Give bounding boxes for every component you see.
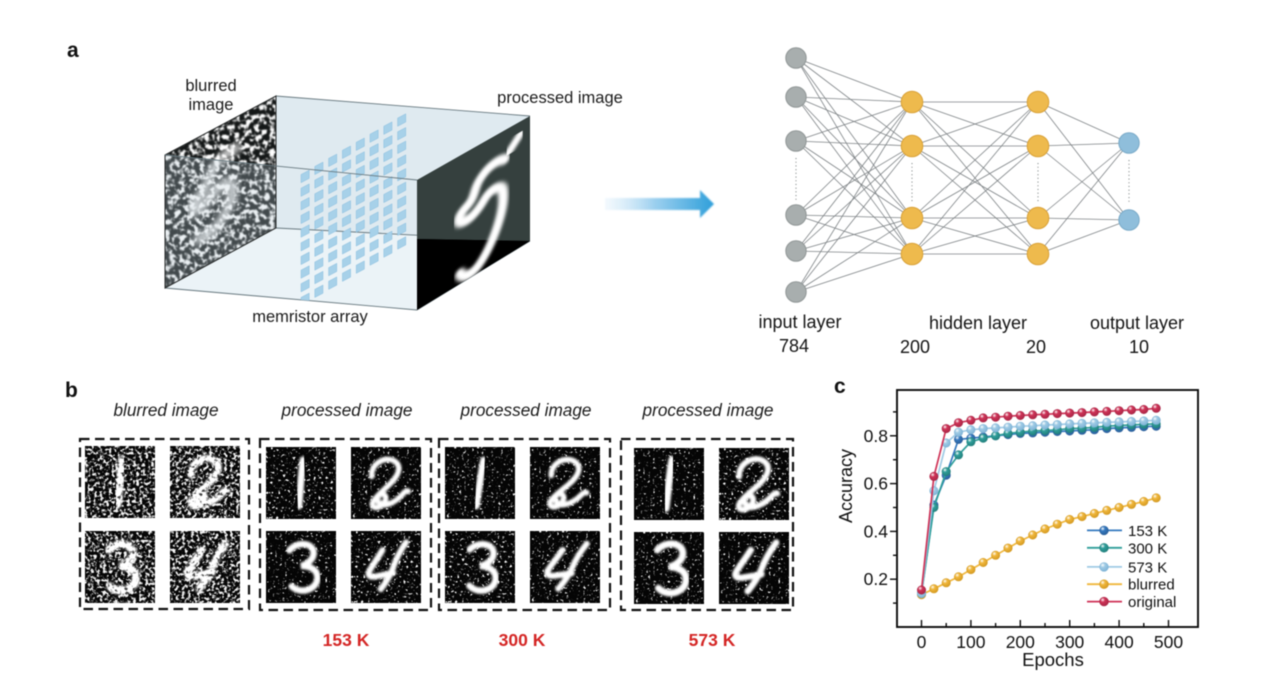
svg-text:153 K: 153 K [323, 630, 370, 650]
svg-text:0.8: 0.8 [864, 426, 888, 446]
svg-text:a: a [67, 39, 79, 62]
svg-text:153 K: 153 K [1128, 523, 1167, 540]
svg-text:b: b [65, 379, 78, 402]
svg-text:processed image: processed image [497, 89, 623, 107]
svg-text:573 K: 573 K [689, 630, 736, 650]
svg-text:output layer: output layer [1090, 313, 1184, 333]
svg-text:100: 100 [956, 632, 985, 652]
svg-text:300: 300 [1055, 632, 1084, 652]
svg-text:hidden layer: hidden layer [929, 313, 1027, 333]
svg-text:20: 20 [1026, 337, 1046, 357]
svg-text:0.6: 0.6 [864, 474, 888, 494]
svg-text:original: original [1128, 594, 1176, 611]
svg-text:processed image: processed image [460, 400, 592, 420]
svg-text:300 K: 300 K [1128, 540, 1167, 557]
svg-text:573 K: 573 K [1128, 559, 1167, 576]
svg-text:784: 784 [779, 336, 809, 356]
svg-text:Epochs: Epochs [1022, 649, 1084, 670]
svg-text:10: 10 [1129, 337, 1149, 357]
svg-text:c: c [834, 375, 846, 398]
svg-text:memristor array: memristor array [252, 308, 368, 326]
svg-text:processed image: processed image [281, 400, 413, 420]
svg-text:400: 400 [1104, 632, 1133, 652]
svg-text:blurred: blurred [1128, 577, 1175, 594]
svg-text:Accuracy: Accuracy [836, 449, 856, 523]
svg-text:0.2: 0.2 [864, 569, 888, 589]
svg-text:blurred image: blurred image [113, 400, 218, 420]
svg-text:image: image [189, 96, 234, 114]
svg-text:processed image: processed image [642, 400, 774, 420]
svg-text:200: 200 [1006, 632, 1035, 652]
svg-text:0.4: 0.4 [864, 521, 889, 541]
svg-text:500: 500 [1154, 632, 1183, 652]
svg-text:input layer: input layer [758, 312, 841, 332]
svg-text:blurred: blurred [185, 77, 236, 95]
svg-text:200: 200 [900, 337, 930, 357]
svg-text:300 K: 300 K [499, 630, 546, 650]
svg-text:0: 0 [917, 632, 927, 652]
